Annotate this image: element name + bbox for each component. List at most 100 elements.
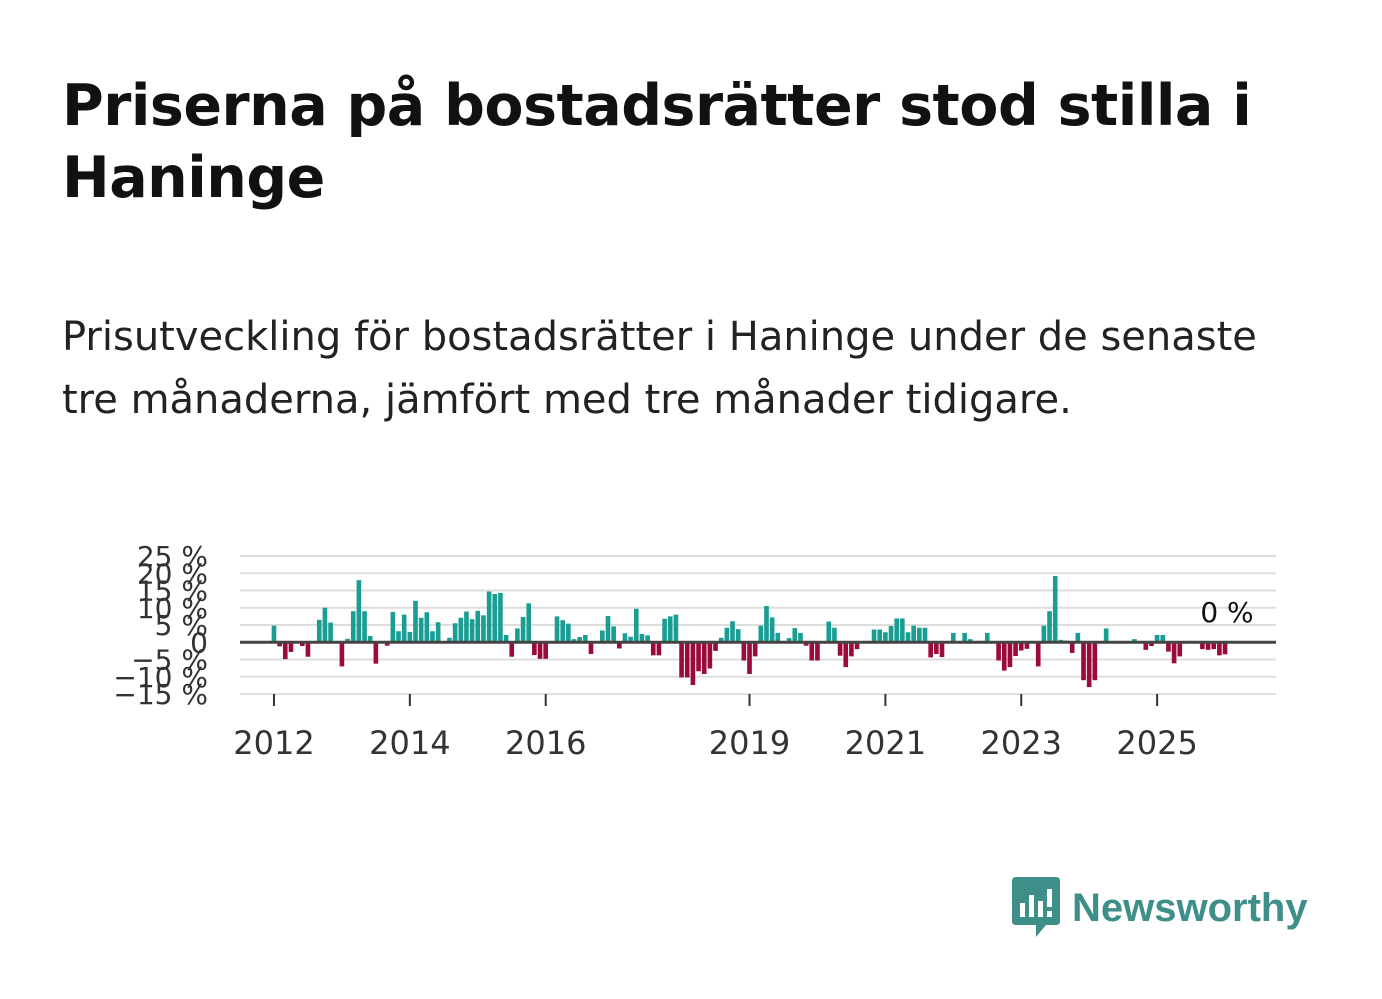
bar	[832, 627, 837, 643]
bar	[367, 636, 373, 643]
bar	[486, 591, 492, 643]
y-tick-label: 20 %	[137, 557, 208, 590]
bar	[537, 642, 543, 659]
bar	[1075, 632, 1081, 643]
bar	[1217, 642, 1222, 656]
bar	[758, 625, 764, 643]
bar	[967, 639, 973, 643]
brand-name: Newsworthy	[1072, 885, 1308, 930]
bar	[701, 642, 707, 674]
bar	[413, 600, 418, 643]
last-value-annotation: 0 %	[1200, 596, 1253, 629]
bar	[662, 618, 667, 643]
bar	[883, 632, 888, 643]
bar	[447, 637, 452, 643]
x-tick-label: 2014	[369, 724, 450, 762]
bar	[345, 638, 350, 643]
bar	[917, 627, 922, 643]
bar	[1024, 642, 1030, 649]
bar	[316, 619, 322, 643]
bar	[322, 607, 328, 643]
bar	[566, 623, 571, 643]
bar	[877, 629, 883, 643]
chart-bars	[271, 576, 1234, 688]
bar	[458, 617, 464, 643]
y-tick-label: 5 %	[155, 609, 208, 642]
bar	[299, 642, 305, 647]
y-tick-label: −15 %	[113, 678, 208, 711]
bar	[843, 642, 849, 668]
bar	[1007, 642, 1013, 668]
bar	[1018, 642, 1024, 651]
bar	[939, 642, 945, 658]
bar	[611, 626, 616, 643]
bar	[928, 642, 933, 658]
bar	[684, 642, 690, 678]
bar	[271, 625, 277, 643]
bar	[328, 622, 333, 643]
bar	[588, 642, 594, 654]
x-tick-label: 2012	[233, 724, 314, 762]
bar	[815, 642, 820, 661]
bar	[798, 632, 803, 643]
bar	[849, 642, 854, 657]
bar	[1149, 642, 1154, 647]
bar	[390, 611, 396, 643]
bar	[373, 642, 379, 664]
bar	[571, 639, 577, 643]
bar	[894, 618, 900, 643]
bar	[984, 632, 990, 643]
bar	[1200, 642, 1205, 650]
bar	[435, 622, 441, 643]
bar	[645, 635, 650, 643]
bar	[628, 636, 633, 643]
y-tick-label: 25 %	[137, 540, 208, 573]
bar	[605, 616, 611, 643]
bar	[854, 642, 860, 650]
bar	[1069, 642, 1075, 653]
bar	[1103, 628, 1109, 643]
bar	[492, 593, 498, 643]
bar	[1001, 642, 1007, 671]
bar	[339, 642, 345, 667]
bar	[747, 642, 752, 674]
x-tick-label: 2016	[505, 724, 586, 762]
y-tick-label: 10 %	[137, 592, 208, 625]
bar	[1086, 642, 1092, 688]
x-tick-label: 2023	[981, 724, 1062, 762]
bar	[452, 623, 458, 643]
bar	[775, 632, 781, 643]
bar	[526, 603, 532, 643]
bar	[396, 631, 401, 643]
bar	[407, 631, 413, 643]
bar	[792, 628, 798, 643]
x-tick-label: 2025	[1116, 724, 1197, 762]
page-title: Priserna på bostadsrätter stod stilla i …	[62, 73, 1252, 211]
bar	[1013, 642, 1018, 657]
bar	[1047, 611, 1052, 643]
bar	[803, 642, 809, 646]
bar	[424, 612, 430, 643]
bar	[764, 606, 769, 643]
bar	[730, 621, 735, 643]
bar	[1211, 642, 1217, 650]
bar	[503, 635, 509, 643]
bar	[554, 616, 560, 643]
newsworthy-logo-icon	[1012, 877, 1060, 937]
bar	[690, 642, 696, 686]
y-tick-label: 15 %	[137, 575, 208, 608]
bar	[356, 580, 362, 643]
bar	[498, 592, 503, 643]
bar	[673, 614, 679, 643]
bar	[305, 642, 311, 657]
bar	[696, 642, 701, 672]
bar	[1035, 642, 1041, 667]
bar	[934, 642, 939, 654]
bar	[769, 617, 775, 643]
y-tick-label: 0	[190, 626, 208, 659]
bar	[583, 635, 588, 643]
bar	[667, 616, 673, 643]
bar	[543, 642, 549, 659]
bar	[622, 633, 628, 643]
